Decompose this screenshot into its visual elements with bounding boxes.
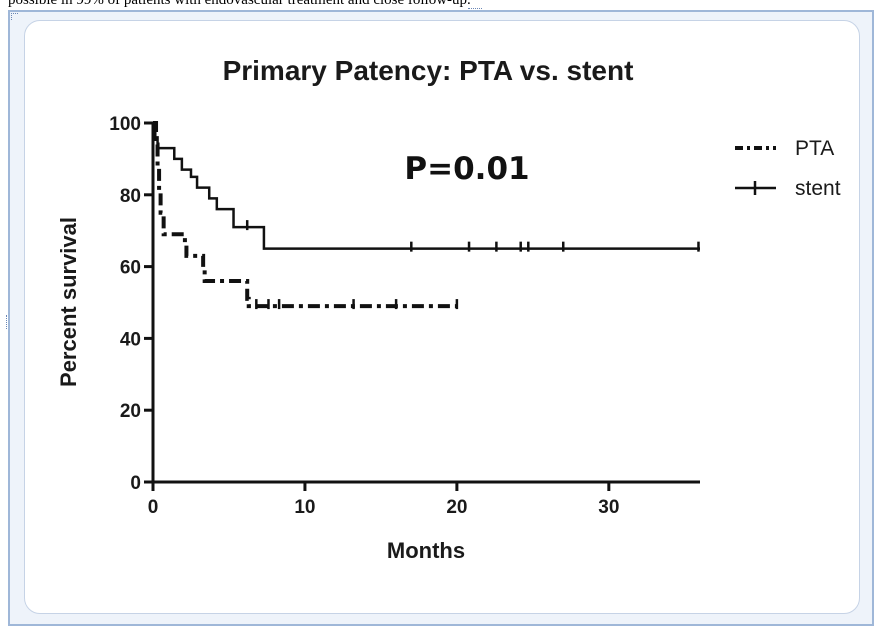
resize-handle-left[interactable] — [6, 315, 10, 329]
x-tick-label: 10 — [294, 497, 315, 518]
resize-handle-top[interactable] — [468, 8, 482, 12]
x-tick-label: 20 — [446, 497, 467, 518]
resize-handle-top-left[interactable] — [11, 13, 18, 20]
plot-area — [153, 121, 700, 310]
y-tick-label: 20 — [120, 401, 141, 422]
x-axis-label: Months — [387, 538, 465, 563]
figure-caption: possible in 99% of patients with endovas… — [8, 0, 471, 8]
series-line-pta — [153, 121, 457, 309]
y-axis-label: Percent survival — [56, 217, 81, 387]
legend: PTA stent — [735, 137, 841, 200]
y-tick-label: 40 — [120, 329, 141, 350]
axes: 0 20 40 60 80 100 0 10 20 30 — [109, 114, 700, 518]
series-line-stent — [153, 121, 700, 250]
p-value-annotation: P=0.01 — [404, 151, 529, 187]
y-tick-label: 80 — [120, 186, 141, 207]
y-tick-label: 60 — [120, 258, 141, 279]
legend-label-stent: stent — [795, 177, 841, 200]
x-tick-label: 30 — [598, 497, 619, 518]
legend-label-pta: PTA — [795, 137, 834, 160]
chart-title: Primary Patency: PTA vs. stent — [223, 55, 634, 86]
y-tick-label: 0 — [130, 473, 141, 494]
y-tick-label: 100 — [109, 114, 141, 135]
chart-panel — [24, 20, 860, 614]
x-tick-label: 0 — [148, 497, 159, 518]
